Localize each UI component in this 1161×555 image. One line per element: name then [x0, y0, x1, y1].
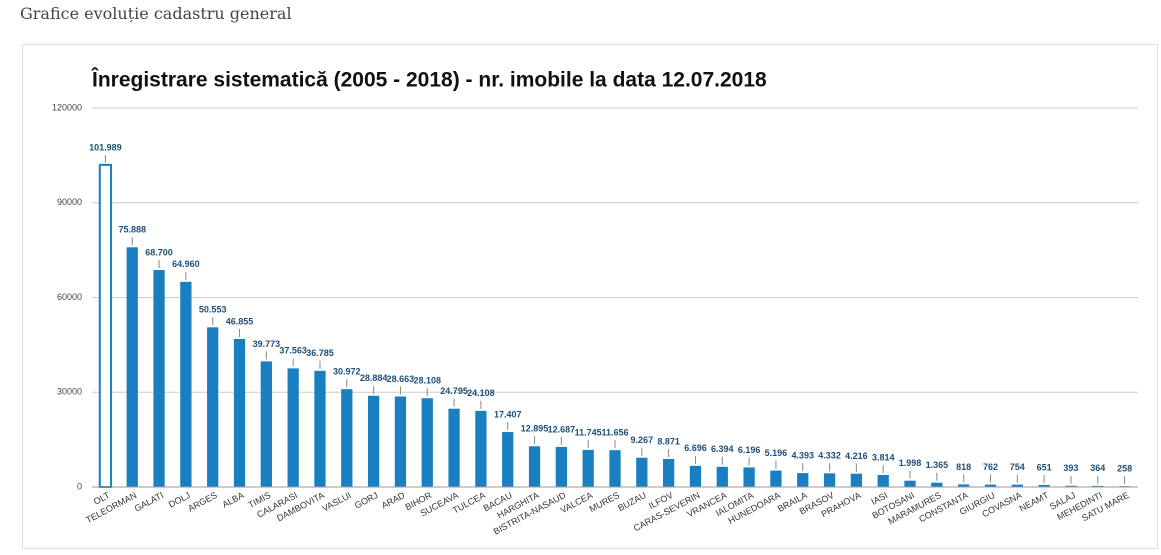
x-tick-label: BUZAU: [616, 490, 648, 513]
bar: [770, 470, 782, 487]
value-label: 24.108: [467, 388, 495, 398]
bar: [394, 396, 407, 487]
bar: [1065, 485, 1077, 487]
value-label: 39.773: [253, 339, 281, 349]
bar: [233, 339, 246, 487]
bar: [904, 480, 916, 487]
bar: [555, 446, 567, 487]
bar: [984, 484, 997, 487]
value-label: 364: [1090, 463, 1105, 473]
bar: [180, 281, 192, 487]
bar: [850, 473, 863, 487]
value-label: 11.745: [575, 427, 602, 437]
bar: [823, 473, 836, 487]
bar: [475, 410, 487, 487]
y-tick-label: 0: [77, 481, 82, 491]
bar: [314, 370, 326, 487]
x-tick-label: ARAD: [380, 490, 407, 511]
y-tick-label: 90000: [57, 197, 82, 207]
value-label: 28.884: [360, 373, 388, 383]
y-tick-label: 30000: [57, 387, 82, 397]
value-label: 68.700: [145, 247, 173, 257]
value-label: 37.563: [279, 346, 307, 356]
bar: [582, 449, 594, 487]
value-label: 6.196: [738, 445, 761, 455]
value-label: 4.332: [818, 451, 841, 461]
value-label: 28.663: [387, 374, 415, 384]
bar: [931, 482, 943, 487]
bar: [636, 457, 648, 487]
bar: [341, 389, 353, 487]
bar: [153, 270, 165, 487]
bar: [528, 446, 541, 487]
bar: [502, 432, 514, 487]
value-label: 50.553: [199, 305, 227, 315]
value-label: 1.365: [926, 460, 949, 470]
bar: [448, 408, 460, 487]
x-tick-label: MURES: [588, 490, 621, 514]
bar: [743, 467, 755, 487]
bar: [716, 466, 728, 487]
value-label: 28.108: [413, 376, 441, 386]
bar: [609, 450, 621, 487]
bar: [421, 398, 433, 487]
value-label: 75.888: [118, 225, 146, 235]
bar: [797, 473, 809, 487]
bar: [877, 474, 889, 487]
value-label: 101.989: [89, 142, 122, 152]
page-heading: Grafice evoluție cadastru general: [20, 4, 292, 23]
bar: [1011, 484, 1023, 487]
bar: [958, 484, 970, 487]
value-label: 651: [1037, 462, 1052, 472]
value-label: 4.393: [791, 451, 814, 461]
value-label: 754: [1010, 462, 1025, 472]
value-label: 3.814: [872, 452, 895, 462]
value-label: 46.855: [226, 316, 254, 326]
x-tick-label: ALBA: [221, 490, 246, 510]
bar: [98, 163, 113, 488]
bar: [1092, 485, 1104, 487]
value-label: 4.216: [845, 451, 868, 461]
value-label: 12.895: [521, 424, 549, 434]
value-label: 9.267: [631, 435, 654, 445]
x-tick-label: NEAMT: [1018, 490, 1051, 514]
x-tick-label: GORJ: [353, 490, 380, 511]
chart-title: Înregistrare sistematică (2005 - 2018) -…: [91, 68, 767, 92]
value-label: 17.407: [494, 409, 522, 419]
bar: [207, 327, 219, 487]
value-label: 11.656: [601, 428, 628, 438]
bar: [1038, 484, 1050, 487]
y-tick-label: 60000: [57, 292, 82, 302]
value-label: 5.196: [765, 448, 788, 458]
x-tick-label: VASLUI: [320, 490, 352, 514]
value-label: 8.871: [657, 436, 680, 446]
bar: [287, 368, 299, 487]
x-tick-label: ARGES: [186, 490, 219, 514]
value-label: 1.998: [899, 458, 922, 468]
value-label: 393: [1063, 463, 1078, 473]
value-label: 64.960: [172, 259, 200, 269]
value-label: 762: [983, 462, 998, 472]
value-label: 36.785: [306, 348, 334, 358]
value-label: 24.795: [440, 386, 468, 396]
bar: [260, 361, 272, 487]
value-label: 30.972: [333, 367, 361, 377]
y-tick-label: 120000: [52, 102, 82, 112]
value-label: 12.687: [548, 424, 576, 434]
value-label: 258: [1117, 464, 1132, 474]
value-label: 6.394: [711, 444, 734, 454]
value-label: 6.696: [684, 443, 707, 453]
value-label: 818: [956, 462, 971, 472]
x-tick-label: TELEORMAN: [84, 490, 138, 525]
bar: [663, 458, 675, 487]
x-tick-label: GALATI: [133, 490, 165, 514]
chart-box: [22, 44, 1158, 549]
bar: [689, 465, 702, 487]
bar: [126, 247, 138, 487]
bar: [367, 395, 380, 487]
